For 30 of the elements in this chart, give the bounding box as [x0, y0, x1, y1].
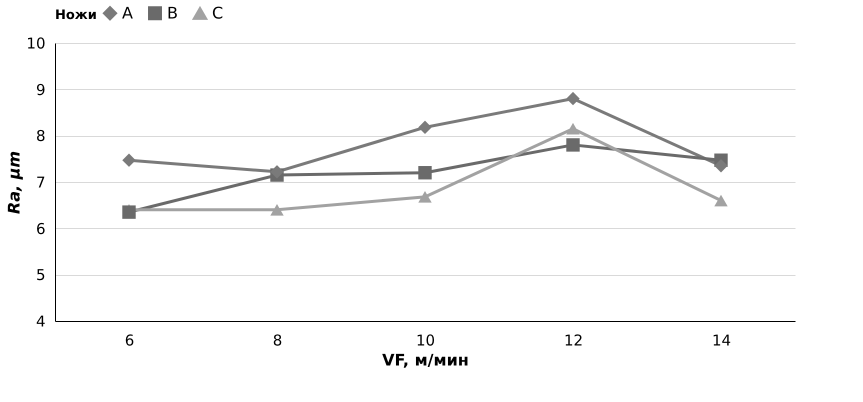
point [418, 191, 432, 203]
point [418, 120, 432, 134]
x-tick-label: 12 [564, 332, 584, 350]
y-tick-label: 10 [26, 34, 46, 52]
y-tick-label: 8 [36, 127, 46, 146]
x-tick-label: 14 [712, 332, 732, 350]
y-tick-label: 9 [36, 80, 46, 99]
point [418, 166, 432, 180]
y-axis-title: Ra, µm [4, 150, 24, 214]
point [270, 204, 284, 216]
point [566, 122, 580, 135]
x-tick-label: 8 [272, 332, 282, 350]
point [270, 165, 284, 179]
x-tick-label: 10 [416, 332, 436, 350]
x-tick-label: 6 [124, 332, 134, 350]
point [566, 138, 580, 152]
legend-label: A [122, 3, 133, 22]
legend-label: B [167, 3, 178, 22]
point [122, 205, 136, 219]
x-axis-title: VF, м/мин [382, 350, 469, 370]
point [714, 194, 728, 206]
legend-label: C [212, 4, 224, 23]
y-tick-label: 7 [36, 174, 46, 192]
y-tick-label: 5 [36, 266, 46, 284]
point [714, 159, 728, 172]
y-tick-label: 6 [36, 220, 46, 238]
point [566, 92, 580, 106]
point [122, 154, 136, 167]
y-tick-label: 4 [36, 312, 46, 330]
legend-title: Ножи [55, 8, 97, 23]
